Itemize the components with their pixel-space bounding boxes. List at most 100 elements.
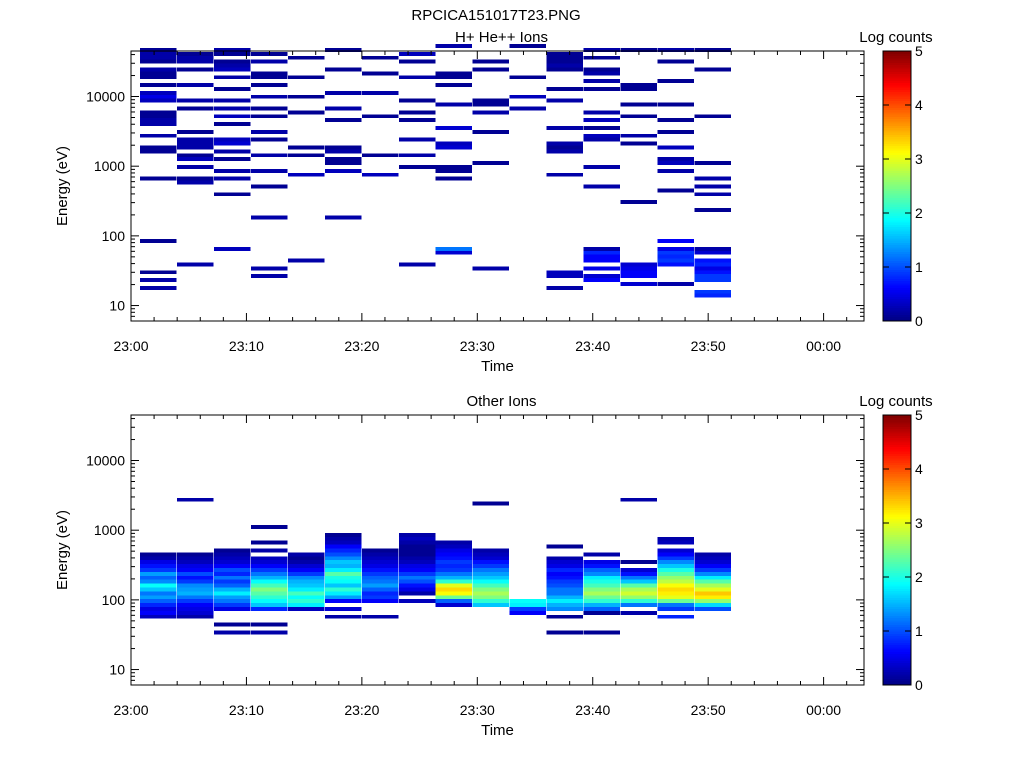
y-tick-label: 1000	[94, 158, 125, 174]
heatmap-cell	[140, 149, 177, 154]
y-axis: 10 100 1000 10000 Energy (eV)	[54, 54, 864, 322]
colorbar-segment	[883, 462, 911, 466]
heatmap-cell	[583, 118, 620, 123]
heatmap-cell	[251, 630, 288, 635]
heatmap-cell	[324, 560, 362, 565]
heatmap-cell	[472, 161, 510, 165]
heatmap-cell	[140, 595, 177, 600]
heatmap-cell	[472, 603, 510, 607]
heatmap-cell	[324, 583, 362, 588]
heatmap-cell	[140, 75, 177, 80]
heatmap-cell	[177, 595, 214, 600]
heatmap-cell	[398, 556, 436, 561]
colorbar-segment	[883, 75, 911, 79]
heatmap-cell	[361, 90, 399, 95]
heatmap-cell	[583, 610, 620, 615]
heatmap-cell	[214, 157, 251, 162]
colorbar-segment	[883, 644, 911, 648]
heatmap-cell	[288, 579, 325, 584]
heatmap-cell	[435, 168, 473, 173]
heatmap-cell	[435, 126, 473, 130]
heatmap-cell	[472, 587, 510, 592]
heatmap-cell	[177, 591, 214, 596]
heatmap-cell	[583, 258, 620, 263]
heatmap-cell	[657, 560, 694, 565]
heatmap-cell	[583, 571, 620, 576]
colorbar-segment	[883, 426, 911, 430]
colorbar-segment	[883, 554, 911, 558]
heatmap-cell	[177, 587, 214, 592]
heatmap-cell	[546, 285, 584, 290]
heatmap-cell	[177, 106, 214, 111]
heatmap-cell	[177, 575, 214, 580]
heatmap-cell	[583, 278, 620, 282]
colorbar-segment	[883, 541, 911, 544]
colorbar-segment	[883, 500, 911, 504]
colorbar-segment	[883, 271, 911, 275]
heatmap-cell	[583, 87, 620, 91]
heatmap-cell	[509, 44, 547, 48]
heatmap-cell	[657, 79, 694, 84]
heatmap-cell	[546, 556, 584, 561]
heatmap-cell	[657, 575, 694, 580]
heatmap-cell	[140, 556, 177, 561]
heatmap-cell	[214, 137, 251, 142]
colorbar-segment	[883, 262, 911, 266]
heatmap-cell	[177, 579, 214, 584]
heatmap-cell	[177, 165, 214, 169]
colorbar-segment	[883, 111, 911, 115]
heatmap-cell	[398, 552, 436, 557]
heatmap-cell	[288, 564, 325, 568]
colorbar-segment	[883, 64, 911, 68]
heatmap-cell	[324, 607, 362, 611]
heatmap-cell	[546, 614, 584, 619]
colorbar-segment	[883, 547, 911, 551]
colorbar-segment	[883, 437, 911, 441]
heatmap-cell	[324, 571, 362, 576]
colorbar-segment	[883, 305, 911, 309]
colorbar-segment	[883, 520, 911, 524]
heatmap-cell	[177, 614, 214, 619]
heatmap-cell	[398, 568, 436, 572]
heatmap-cell	[546, 270, 584, 275]
heatmap-cell	[251, 568, 288, 572]
heatmap-cell	[177, 83, 214, 87]
heatmap-cell	[140, 579, 177, 584]
heatmap-cell	[324, 552, 362, 557]
heatmap-cell	[620, 282, 657, 286]
colorbar-segment	[883, 446, 911, 450]
heatmap-cell	[251, 168, 288, 173]
heatmap-cell	[251, 607, 288, 611]
x-tick-label: 23:10	[229, 702, 264, 718]
colorbar-segment	[883, 556, 911, 560]
heatmap-cell	[361, 591, 399, 596]
x-axis: 23:00 23:10 23:20 23:30 23:40 23:50 00:00 Time	[113, 415, 848, 739]
heatmap-cell	[583, 552, 620, 557]
heatmap-cell	[324, 118, 362, 123]
colorbar-segment	[883, 442, 911, 445]
heatmap-cell	[620, 83, 657, 87]
colorbar-segment	[883, 224, 911, 228]
x-tick-label: 23:50	[691, 338, 726, 354]
heatmap-cell	[694, 556, 731, 561]
heatmap-cell	[694, 262, 731, 267]
colorbar-segment	[883, 163, 911, 167]
colorbar-segment	[883, 525, 911, 529]
heatmap-cell	[361, 172, 399, 177]
colorbar-segment	[883, 570, 911, 574]
colorbar-segment	[883, 624, 911, 628]
colorbar-segment	[883, 318, 911, 322]
heatmap-cell	[324, 90, 362, 95]
heatmap-cell	[694, 587, 731, 592]
colorbar-segment	[883, 552, 911, 556]
heatmap-cell	[398, 110, 436, 115]
heatmap-cell	[140, 591, 177, 596]
heatmap-cell	[657, 591, 694, 596]
colorbar-segment	[883, 172, 911, 176]
colorbar-segment	[883, 100, 911, 104]
heatmap-cell	[546, 564, 584, 568]
heatmap-cell	[583, 599, 620, 604]
heatmap-cell	[435, 145, 473, 150]
figure-title: RPCICA151017T23.PNG	[411, 7, 580, 24]
colorbar-segment	[883, 161, 911, 165]
